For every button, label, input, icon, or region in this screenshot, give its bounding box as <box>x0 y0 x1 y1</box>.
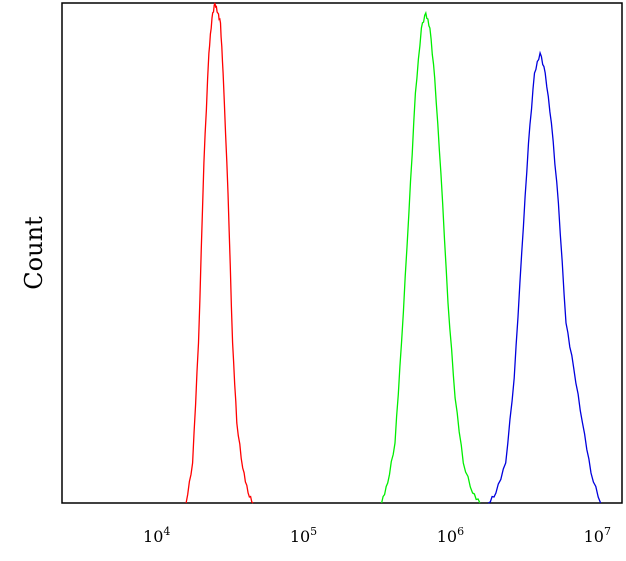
x-tick-exponent: 6 <box>457 525 464 538</box>
plot-area <box>61 2 623 504</box>
x-tick-base: 10 <box>437 527 457 546</box>
x-tick-exponent: 7 <box>604 525 611 538</box>
x-tick-label-6: 106 <box>437 525 464 546</box>
x-tick-label-7: 107 <box>584 525 611 546</box>
series-line-3 <box>488 50 602 504</box>
x-tick-exponent: 5 <box>310 525 317 538</box>
series-line-2 <box>380 10 481 504</box>
x-tick-label-4: 104 <box>143 525 170 546</box>
x-tick-exponent: 4 <box>163 525 170 538</box>
series-layer <box>185 2 602 504</box>
y-axis-label: Count <box>20 216 48 290</box>
x-tick-base: 10 <box>584 527 604 546</box>
x-tick-base: 10 <box>143 527 163 546</box>
x-tick-labels: 104 105 106 107 <box>143 525 611 546</box>
series-line-1 <box>185 2 254 504</box>
x-tick-label-5: 105 <box>290 525 317 546</box>
x-tick-base: 10 <box>290 527 310 546</box>
